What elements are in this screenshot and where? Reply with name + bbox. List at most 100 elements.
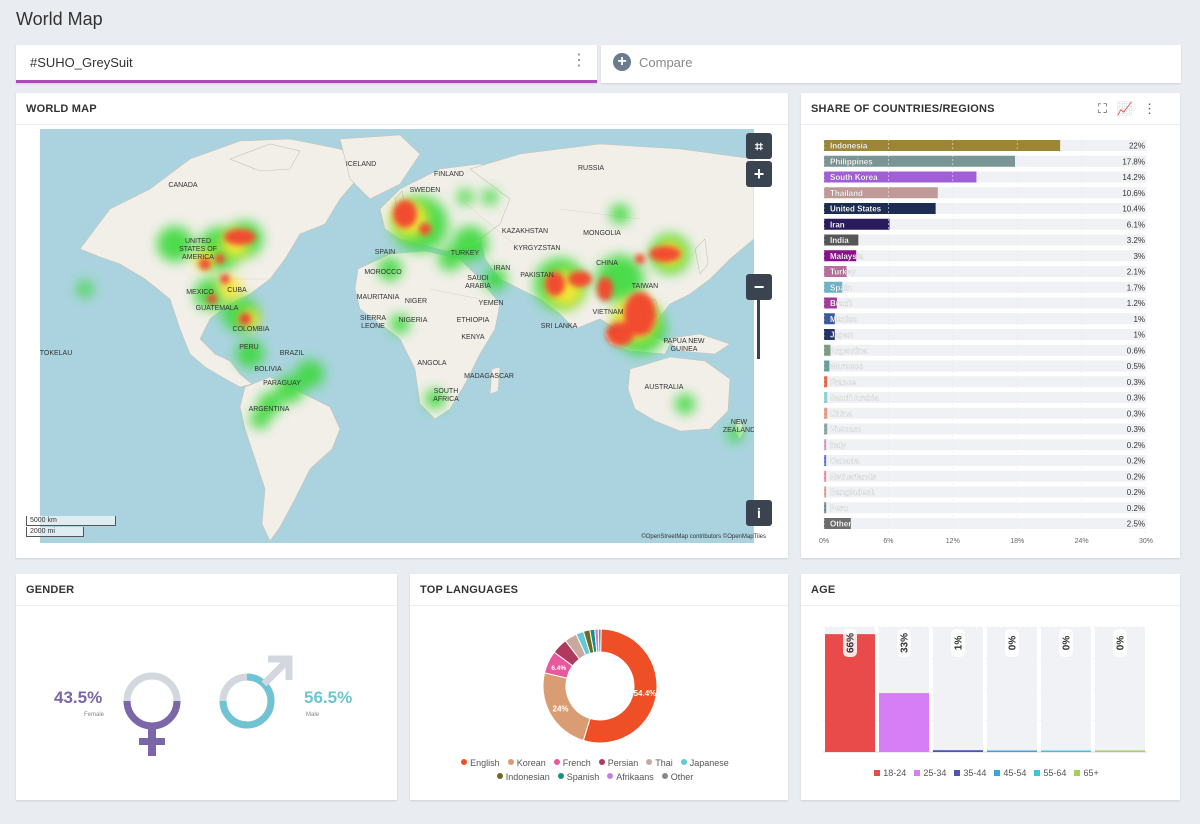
svg-text:SPAIN: SPAIN <box>375 249 396 256</box>
svg-text:KAZAKHSTAN: KAZAKHSTAN <box>502 228 548 235</box>
plus-circle-icon[interactable]: + <box>613 53 631 71</box>
svg-text:GUATEMALA: GUATEMALA <box>196 305 239 312</box>
bar-track <box>824 439 1146 451</box>
bar <box>879 693 929 752</box>
legend-item[interactable]: Japanese <box>680 756 729 770</box>
legend-dot <box>646 759 653 765</box>
svg-text:STATES OF: STATES OF <box>179 246 217 253</box>
legend-item[interactable]: French <box>553 756 591 770</box>
legend-item[interactable]: Korean <box>507 756 546 770</box>
donut-slice <box>597 628 602 653</box>
bar-category-label: Netherlands <box>830 472 877 481</box>
bar-track <box>824 250 1146 262</box>
female-percent: 43.5% <box>54 688 103 707</box>
bar <box>824 423 828 435</box>
zoom-in-button[interactable]: + <box>746 161 772 187</box>
page-title: World Map <box>16 9 103 29</box>
bar-value-label: 0.3% <box>1127 425 1145 434</box>
legend-swatch <box>914 770 921 776</box>
legend-swatch <box>1074 770 1081 776</box>
fullscreen-icon[interactable]: ⛶ <box>1097 101 1117 116</box>
legend-item[interactable]: 65+ <box>1074 768 1099 778</box>
bar-track <box>824 313 1146 325</box>
bar <box>987 750 1037 752</box>
bar-category-label: South Korea <box>830 173 878 182</box>
legend-item[interactable]: 25-34 <box>914 768 946 778</box>
bar-category-label: Iran <box>830 220 845 229</box>
bar-track <box>824 455 1146 466</box>
legend-label: Spanish <box>566 772 600 782</box>
bar-value-label: 0.2% <box>1127 441 1145 450</box>
bar <box>824 155 1016 167</box>
bar-category-label: Bangladesh <box>830 488 875 497</box>
bar-track <box>824 518 1146 529</box>
compare-tab[interactable]: + Compare <box>601 45 1181 83</box>
bar-value-label: 10.6% <box>1122 189 1145 198</box>
bar-track <box>824 502 1146 514</box>
legend-item[interactable]: Persian <box>598 756 638 770</box>
svg-text:ICELAND: ICELAND <box>346 161 376 168</box>
svg-text:MADAGASCAR: MADAGASCAR <box>464 373 514 380</box>
x-tick-label: 18% <box>1010 538 1024 545</box>
legend-item[interactable]: Spanish <box>557 770 600 784</box>
legend-item[interactable]: Thai <box>646 756 673 770</box>
languages-legend: English Korean French Persian Thai Japanese In… <box>410 756 788 784</box>
bar <box>824 486 827 498</box>
legend-item[interactable]: 35-44 <box>954 768 986 778</box>
bar-value-label: 3% <box>1133 252 1145 261</box>
legend-item[interactable]: 55-64 <box>1034 768 1066 778</box>
line-chart-icon[interactable]: 📈 <box>1116 101 1143 116</box>
bar-value-label: 0.3% <box>1127 394 1145 403</box>
bar <box>824 313 835 325</box>
info-icon[interactable]: i <box>746 500 772 526</box>
bar-value-label: 0.6% <box>1127 346 1145 355</box>
bar-track <box>824 297 1146 309</box>
svg-text:IRAN: IRAN <box>494 265 511 272</box>
bar <box>1095 750 1145 752</box>
bar-track <box>824 203 1146 214</box>
svg-text:KENYA: KENYA <box>461 334 485 341</box>
legend-item[interactable]: Indonesian <box>496 770 550 784</box>
female-icon <box>123 672 181 756</box>
legend-item[interactable]: Afrikaans <box>607 770 654 784</box>
svg-text:MOROCCO: MOROCCO <box>364 269 402 276</box>
svg-text:YEMEN: YEMEN <box>479 300 504 307</box>
bar-value-label: 3.2% <box>1127 236 1145 245</box>
bar-track <box>824 281 1146 293</box>
bar <box>824 376 828 388</box>
bar-value-label: 6.1% <box>1127 220 1145 229</box>
bar <box>824 407 828 419</box>
bar-value-label: 0.2% <box>1127 457 1145 466</box>
card-title-world-map: WORLD MAP <box>26 103 97 115</box>
bar <box>824 502 827 514</box>
zoom-slider[interactable] <box>757 293 760 359</box>
top-languages-card: TOP LANGUAGES 54.4% 24% 6.4% English Korean… <box>410 574 788 800</box>
world-map[interactable]: CANADA UNITED STATES OF AMERICA ICELAND FI… <box>40 129 754 543</box>
label-pill <box>1113 629 1127 657</box>
bar-value-label: 0.3% <box>1127 409 1145 418</box>
vertical-dots-icon[interactable]: ⋮ <box>571 52 587 69</box>
vertical-dots-icon[interactable]: ⋮ <box>1143 101 1166 116</box>
svg-text:BOLIVIA: BOLIVIA <box>254 366 282 373</box>
legend-item[interactable]: 18-24 <box>874 768 906 778</box>
legend-label: Afrikaans <box>616 772 654 782</box>
bar-category-label: Argentina <box>830 346 868 355</box>
bar <box>824 250 857 262</box>
bar-category-label: Other <box>830 520 851 529</box>
legend-item[interactable]: Other <box>661 770 693 784</box>
crop-icon[interactable]: ⌗ <box>746 133 772 159</box>
bar-category-label: Morocco <box>830 362 863 371</box>
svg-text:SAUDI: SAUDI <box>467 275 488 282</box>
legend-item[interactable]: 45-54 <box>994 768 1026 778</box>
scale-km: 5000 km <box>26 516 116 526</box>
tab-suho-greysuit[interactable]: #SUHO_GreySuit ⋮ <box>16 45 597 83</box>
legend-dot <box>507 759 514 765</box>
zoom-out-button[interactable]: − <box>746 274 772 300</box>
x-tick-label: 6% <box>883 538 893 545</box>
bar <box>824 392 828 403</box>
legend-item[interactable]: English <box>461 756 500 770</box>
bar-track <box>824 218 1146 230</box>
bar <box>824 329 835 340</box>
scale-mi: 2000 mi <box>26 527 84 537</box>
